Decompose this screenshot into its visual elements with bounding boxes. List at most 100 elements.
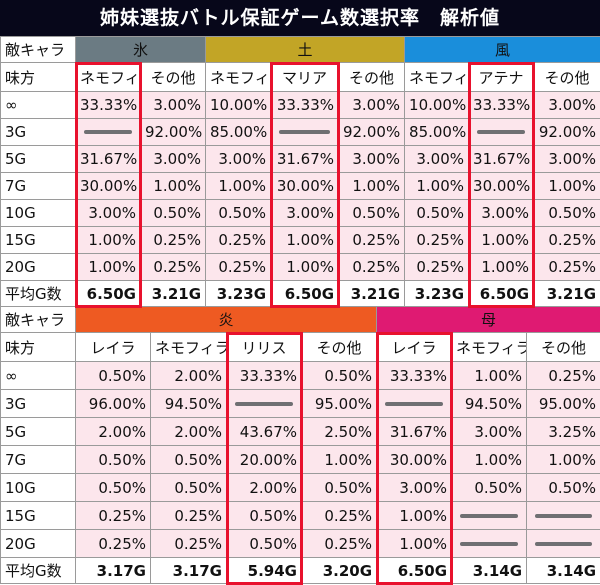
value-cell: 30.00% [469, 173, 534, 200]
value-cell: 0.25% [302, 530, 377, 558]
value-cell: 0.50% [206, 200, 271, 227]
column-header: ネモフィラ [76, 63, 141, 92]
value-cell: 94.50% [151, 390, 227, 418]
value-cell: 0.25% [405, 227, 469, 254]
value-cell: 0.50% [227, 530, 302, 558]
empty-dash [469, 119, 534, 146]
value-cell: 3.00% [339, 92, 405, 119]
average-value: 6.50G [469, 281, 534, 307]
table-row: ∞0.50%2.00%33.33%0.50%33.33%1.00%0.25% [1, 362, 600, 390]
group-header-row: 敵キャラ氷土風 [1, 37, 600, 63]
group-header: 母 [377, 307, 600, 333]
row-label: 15G [1, 227, 76, 254]
column-header: ネモフィラ [452, 333, 527, 362]
row-label: 7G [1, 173, 76, 200]
value-cell: 20.00% [227, 446, 302, 474]
value-cell: 2.00% [151, 362, 227, 390]
value-cell: 85.00% [206, 119, 271, 146]
row-label: 20G [1, 254, 76, 281]
value-cell: 92.00% [339, 119, 405, 146]
value-cell: 33.33% [227, 362, 302, 390]
value-cell: 1.00% [302, 446, 377, 474]
dash-bar [535, 514, 592, 518]
table-ice-earth-wind: 敵キャラ氷土風味方ネモフィラその他ネモフィラマリアその他ネモフィラアテナその他∞… [0, 36, 600, 307]
value-cell: 2.00% [151, 418, 227, 446]
group-header: 風 [405, 37, 600, 63]
value-cell: 0.50% [151, 446, 227, 474]
group-header-row: 敵キャラ炎母 [1, 307, 600, 333]
value-cell: 0.25% [302, 502, 377, 530]
empty-dash [452, 530, 527, 558]
value-cell: 1.00% [76, 227, 141, 254]
column-header: ネモフィラ [206, 63, 271, 92]
average-value: 3.23G [405, 281, 469, 307]
dash-bar [460, 514, 518, 518]
value-cell: 1.00% [469, 227, 534, 254]
dash-bar [385, 402, 443, 406]
empty-dash [377, 390, 452, 418]
value-cell: 95.00% [302, 390, 377, 418]
value-cell: 3.00% [339, 146, 405, 173]
value-cell: 1.00% [271, 227, 339, 254]
value-cell: 2.00% [76, 418, 151, 446]
value-cell: 1.00% [452, 446, 527, 474]
average-value: 3.23G [206, 281, 271, 307]
value-cell: 0.25% [141, 227, 206, 254]
value-cell: 33.33% [76, 92, 141, 119]
row-label: 3G [1, 390, 76, 418]
value-cell: 33.33% [377, 362, 452, 390]
empty-dash [227, 390, 302, 418]
value-cell: 30.00% [377, 446, 452, 474]
average-value: 3.17G [151, 558, 227, 584]
value-cell: 92.00% [534, 119, 600, 146]
row-label: 10G [1, 200, 76, 227]
value-cell: 43.67% [227, 418, 302, 446]
average-value: 3.20G [302, 558, 377, 584]
value-cell: 3.00% [534, 146, 600, 173]
row-label: 5G [1, 146, 76, 173]
empty-dash [452, 502, 527, 530]
ally-label: 味方 [1, 333, 76, 362]
value-cell: 3.00% [452, 418, 527, 446]
average-value: 3.14G [527, 558, 600, 584]
value-cell: 3.00% [534, 92, 600, 119]
group-header: 炎 [76, 307, 377, 333]
value-cell: 0.25% [76, 502, 151, 530]
ally-header-row: 味方レイラネモフィラリリスその他レイラネモフィラその他 [1, 333, 600, 362]
value-cell: 0.50% [141, 200, 206, 227]
column-header: その他 [302, 333, 377, 362]
value-cell: 31.67% [76, 146, 141, 173]
value-cell: 3.00% [141, 146, 206, 173]
value-cell: 0.50% [151, 474, 227, 502]
value-cell: 2.00% [227, 474, 302, 502]
value-cell: 0.25% [405, 254, 469, 281]
value-cell: 0.25% [151, 502, 227, 530]
group-header: 氷 [76, 37, 206, 63]
value-cell: 0.50% [76, 474, 151, 502]
dash-bar [535, 542, 592, 546]
dash-bar [279, 130, 330, 134]
value-cell: 0.25% [206, 227, 271, 254]
value-cell: 0.50% [227, 502, 302, 530]
column-header: その他 [527, 333, 600, 362]
column-header: レイラ [76, 333, 151, 362]
value-cell: 0.50% [527, 474, 600, 502]
column-header: その他 [141, 63, 206, 92]
value-cell: 3.00% [405, 146, 469, 173]
value-cell: 3.00% [271, 200, 339, 227]
column-header: マリア [271, 63, 339, 92]
value-cell: 1.00% [206, 173, 271, 200]
average-value: 6.50G [377, 558, 452, 584]
value-cell: 0.25% [141, 254, 206, 281]
value-cell: 0.25% [76, 530, 151, 558]
value-cell: 10.00% [405, 92, 469, 119]
value-cell: 1.00% [377, 502, 452, 530]
value-cell: 0.25% [534, 254, 600, 281]
